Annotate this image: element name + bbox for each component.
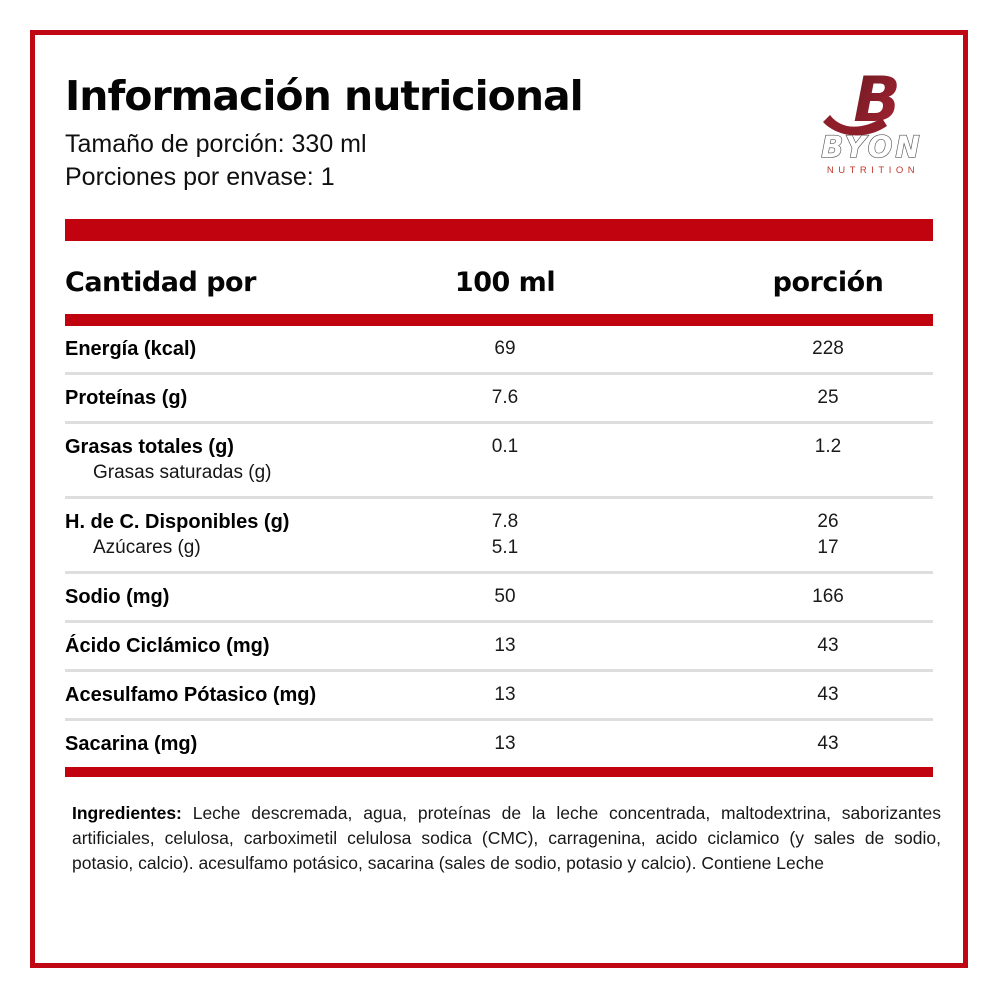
column-header-portion: porción	[772, 267, 884, 299]
byon-logo-graphic: B BYON NUTRITION	[821, 63, 922, 176]
row-value-100ml: 13	[494, 733, 516, 755]
row-label: Grasas totales (g)	[65, 435, 234, 458]
row-value-100ml: 13	[494, 684, 516, 706]
page-title: Información nutricional	[65, 72, 584, 120]
logo-swoosh-icon	[823, 115, 887, 136]
row-value-100ml: 5.1	[491, 537, 519, 559]
row-value-portion: 1.2	[814, 436, 842, 458]
nutrition-label: Información nutricional Tamaño de porció…	[30, 30, 968, 968]
table-row-line: Sodio (mg) 50 166	[65, 584, 933, 610]
row-value-100ml: 7.8	[491, 511, 519, 533]
logo-brand-text: BYON	[821, 130, 922, 164]
row-label: Proteínas (g)	[65, 386, 188, 409]
table-row: Energía (kcal) 69 228	[65, 326, 933, 372]
row-label: Ácido Ciclámico (mg)	[65, 634, 270, 657]
row-label: Energía (kcal)	[65, 337, 197, 360]
table-row: Sacarina (mg) 13 43	[65, 721, 933, 767]
row-label: Sodio (mg)	[65, 585, 170, 608]
table-row: Acesulfamo Pótasico (mg) 13 43	[65, 672, 933, 718]
row-divider	[65, 669, 933, 673]
row-label: Acesulfamo Pótasico (mg)	[65, 683, 317, 706]
column-header-amount-per: Cantidad por	[65, 267, 256, 299]
table-row-line: Proteínas (g) 7.6 25	[65, 385, 933, 411]
table-sub-row-line: Azúcares (g) 5.1 17	[65, 535, 933, 561]
row-value-100ml: 0.1	[491, 436, 519, 458]
top-accent-bar	[65, 219, 933, 242]
row-value-portion: 43	[817, 684, 839, 706]
row-value-100ml: 7.6	[491, 387, 519, 409]
table-row-line: Ácido Ciclámico (mg) 13 43	[65, 633, 933, 659]
table-row: Sodio (mg) 50 166	[65, 574, 933, 620]
table-sub-row-line: Grasas saturadas (g)	[65, 460, 933, 486]
row-label: H. de C. Disponibles (g)	[65, 510, 290, 533]
table-row-line: Energía (kcal) 69 228	[65, 336, 933, 362]
row-label: Sacarina (mg)	[65, 732, 198, 755]
row-value-portion: 166	[812, 586, 844, 608]
row-value-portion: 43	[817, 733, 839, 755]
table-body: Energía (kcal) 69 228 Proteínas (g) 7.6 25 Gra…	[65, 326, 933, 767]
table-row-line: Acesulfamo Pótasico (mg) 13 43	[65, 682, 933, 708]
row-value-portion: 26	[817, 511, 839, 533]
table-row: Grasas totales (g) 0.1 1.2 Grasas saturadas…	[65, 424, 933, 496]
serving-size-text: Tamaño de porción: 330 ml	[65, 130, 367, 159]
ingredients-paragraph: Ingredientes: Leche descremada, agua, pr…	[72, 801, 941, 876]
ingredients-text: Leche descremada, agua, proteínas de la …	[72, 803, 941, 873]
row-value-portion: 25	[817, 387, 839, 409]
row-value-portion: 43	[817, 635, 839, 657]
bottom-accent-bar	[65, 767, 933, 778]
header-text: Información nutricional Tamaño de porció…	[65, 72, 584, 194]
row-divider	[65, 421, 933, 425]
table-row-line: Sacarina (mg) 13 43	[65, 731, 933, 757]
row-value-portion: 17	[817, 537, 839, 559]
table-header-row: Cantidad por 100 ml porción	[65, 241, 933, 314]
row-value-100ml: 50	[494, 586, 516, 608]
row-value-100ml: 69	[494, 338, 516, 360]
servings-per-container-text: Porciones por envase: 1	[65, 163, 335, 192]
nutrition-table: Cantidad por 100 ml porción Energía (kca…	[65, 241, 933, 778]
header-accent-bar	[65, 314, 933, 327]
row-label: Grasas saturadas (g)	[93, 462, 272, 484]
serving-info: Tamaño de porción: 330 ml Porciones por …	[65, 128, 583, 194]
table-row-line: Grasas totales (g) 0.1 1.2	[65, 434, 933, 460]
row-divider	[65, 718, 933, 722]
row-divider	[65, 496, 933, 500]
row-divider	[65, 571, 933, 575]
row-divider	[65, 620, 933, 624]
table-row-line: H. de C. Disponibles (g) 7.8 26	[65, 509, 933, 535]
row-label: Azúcares (g)	[93, 537, 201, 559]
column-header-100ml: 100 ml	[454, 267, 556, 299]
row-value-portion: 228	[812, 338, 844, 360]
byon-logo: B BYON NUTRITION	[793, 63, 951, 186]
ingredients-label: Ingredientes:	[72, 803, 182, 824]
table-row: Ácido Ciclámico (mg) 13 43	[65, 623, 933, 669]
row-value-100ml: 13	[494, 635, 516, 657]
table-row: Proteínas (g) 7.6 25	[65, 375, 933, 421]
logo-tagline-text: NUTRITION	[827, 165, 919, 176]
row-divider	[65, 372, 933, 376]
table-row: H. de C. Disponibles (g) 7.8 26 Azúcares (g…	[65, 499, 933, 571]
label-header: Información nutricional Tamaño de porció…	[35, 35, 963, 194]
